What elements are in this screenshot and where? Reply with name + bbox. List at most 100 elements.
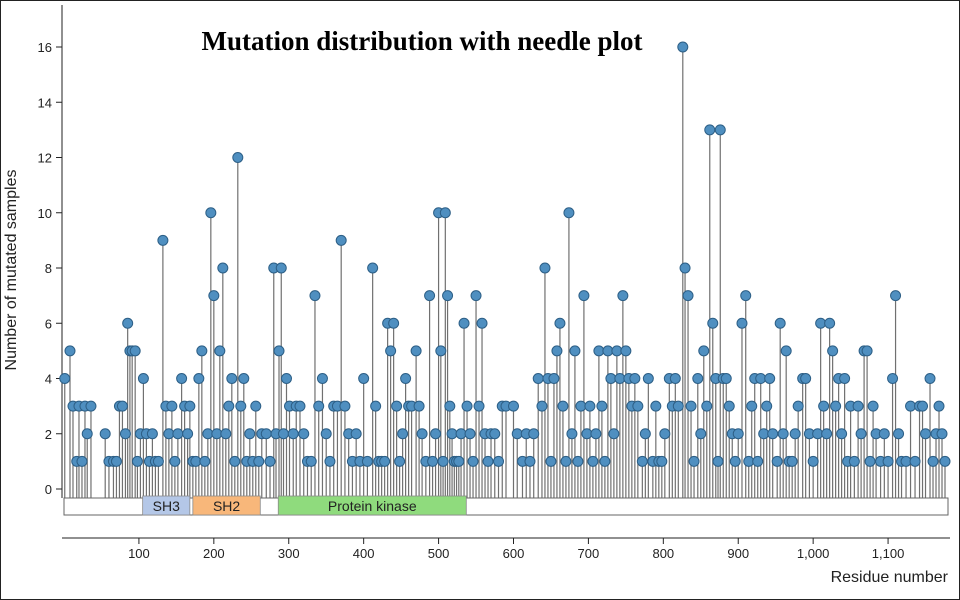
needle-head[interactable]: Residue 240: 4 xyxy=(238,373,250,384)
needle-head[interactable]: Residue 1080: 3 xyxy=(867,400,879,412)
needle-head[interactable]: Residue 1146: 3 xyxy=(917,400,929,412)
needle-head[interactable]: Residue 790: 3 xyxy=(650,400,662,412)
needle-head[interactable]: Residue 1076: 1 xyxy=(864,455,876,467)
needle-head[interactable]: Residue 228: 1 xyxy=(229,455,241,467)
needle-head[interactable]: Residue 670: 1 xyxy=(560,455,572,467)
needle-head[interactable]: Residue 946: 2 xyxy=(767,428,779,440)
needle-head[interactable]: Residue 1110: 7 xyxy=(890,290,902,302)
domain-box[interactable] xyxy=(277,495,467,516)
needle-head[interactable]: Residue 1000: 1 xyxy=(807,455,819,467)
needle-head[interactable]: Residue 168: 3 xyxy=(184,400,196,412)
needle-head[interactable]: Residue 320: 2 xyxy=(298,428,310,440)
needle-head[interactable]: Residue 841: 1 xyxy=(688,455,700,467)
needle-head[interactable]: Residue 1014: 3 xyxy=(818,400,830,412)
needle-head[interactable]: Residue 666: 3 xyxy=(557,400,569,412)
needle-head[interactable]: Residue 926: 1 xyxy=(752,455,764,467)
needle-head[interactable]: Residue 1022: 6 xyxy=(824,317,836,329)
needle-head[interactable]: Residue 220: 3 xyxy=(223,400,235,412)
needle-head[interactable]: Residue 829: 8 xyxy=(679,262,691,274)
needle-head[interactable]: Residue 1172: 2 xyxy=(936,428,948,440)
needle-head[interactable]: Residue 512: 7 xyxy=(442,290,454,302)
needle-head[interactable]: Residue 478: 2 xyxy=(416,428,428,440)
needle-head[interactable]: Residue 1150: 2 xyxy=(920,428,932,440)
needle-head[interactable]: Residue 1030: 3 xyxy=(830,400,842,412)
needle-head[interactable]: Residue 350: 2 xyxy=(320,428,332,440)
needle-head[interactable]: Residue 710: 2 xyxy=(590,428,602,440)
needle-head[interactable]: Residue 440: 6 xyxy=(388,317,400,329)
needle-head[interactable]: Residue 82: 2 xyxy=(119,428,131,440)
needle-head[interactable]: Residue 538: 3 xyxy=(461,400,473,412)
needle-head[interactable]: Residue 722: 1 xyxy=(599,455,611,467)
needle-head[interactable]: Residue 798: 1 xyxy=(656,455,668,467)
needle-head[interactable]: Residue 682: 5 xyxy=(569,345,581,357)
needle-head[interactable]: Residue 580: 1 xyxy=(493,455,505,467)
needle-head[interactable]: Residue 1055: 1 xyxy=(848,455,860,467)
needle-head[interactable]: Residue 118: 2 xyxy=(146,428,158,440)
needle-head[interactable]: Residue 31: 2 xyxy=(81,428,93,440)
needle-head[interactable]: Residue 1038: 2 xyxy=(836,428,848,440)
needle-head[interactable]: Residue 527: 1 xyxy=(453,455,465,467)
needle-head[interactable]: Residue 990: 4 xyxy=(800,373,812,384)
needle-head[interactable]: Residue 1064: 2 xyxy=(855,428,867,440)
needle-head[interactable]: Residue 400: 4 xyxy=(358,373,370,384)
needle-head[interactable]: Residue 884: 4 xyxy=(720,373,732,384)
needle-head[interactable]: Residue 542: 2 xyxy=(464,428,476,440)
needle-head[interactable]: Residue 622: 1 xyxy=(524,455,536,467)
needle-head[interactable]: Residue 972: 1 xyxy=(786,455,798,467)
needle-head[interactable]: Residue 1168: 3 xyxy=(933,400,945,412)
needle-head[interactable]: Residue 275: 1 xyxy=(264,455,276,467)
needle-head[interactable]: Residue 236: 3 xyxy=(235,400,247,412)
needle-head[interactable]: Residue 1: 4 xyxy=(59,373,71,384)
needle-head[interactable]: Residue 776: 2 xyxy=(639,428,651,440)
needle-head[interactable]: Residue 952: 1 xyxy=(771,455,783,467)
needle-head[interactable]: Residue 1176: 1 xyxy=(939,455,951,467)
needle-head[interactable]: Residue 436: 5 xyxy=(385,345,397,357)
needle-head[interactable]: Residue 960: 2 xyxy=(777,428,789,440)
needle-head[interactable]: Residue 287: 5 xyxy=(273,345,285,357)
needle-head[interactable]: Residue 734: 2 xyxy=(608,428,620,440)
needle-head[interactable]: Residue 686: 1 xyxy=(572,455,584,467)
needle-head[interactable]: Residue 702: 3 xyxy=(584,400,596,412)
needle-head[interactable]: Residue 600: 3 xyxy=(507,400,519,412)
needle-head[interactable]: Residue 694: 7 xyxy=(578,290,590,302)
needle-head[interactable]: Residue 355: 1 xyxy=(324,455,336,467)
needle-head[interactable]: Residue 248: 2 xyxy=(244,428,256,440)
needle-head[interactable]: Residue 188: 1 xyxy=(199,455,211,467)
needle-head[interactable]: Residue 506: 1 xyxy=(437,455,449,467)
domain-box[interactable] xyxy=(142,495,191,516)
needle-head[interactable]: Residue 627: 2 xyxy=(528,428,540,440)
needle-head[interactable]: Residue 345: 4 xyxy=(316,373,328,384)
needle-head[interactable]: Residue 78: 3 xyxy=(116,400,128,412)
needle-head[interactable]: Residue 718: 3 xyxy=(596,400,608,412)
needle-head[interactable]: Residue 1160: 1 xyxy=(927,455,939,467)
needle-head[interactable]: Residue 456: 4 xyxy=(400,373,412,384)
needle-head[interactable]: Residue 106: 4 xyxy=(137,373,149,384)
needle-head[interactable]: Residue 558: 6 xyxy=(476,317,488,329)
needle-head[interactable]: Residue 180: 4 xyxy=(193,373,205,384)
needle-head[interactable]: Residue 1042: 4 xyxy=(839,373,851,384)
needle-head[interactable]: Residue 232: 12 xyxy=(232,152,244,163)
needle-head[interactable]: Residue 126: 1 xyxy=(152,455,164,467)
needle-head[interactable]: Residue 405: 1 xyxy=(361,455,373,467)
needle-head[interactable]: Residue 780: 4 xyxy=(642,373,654,384)
needle-head[interactable]: Residue 750: 5 xyxy=(620,345,632,357)
needle-head[interactable]: Residue 1100: 1 xyxy=(882,455,894,467)
needle-head[interactable]: Residue 772: 1 xyxy=(636,455,648,467)
needle-head[interactable]: Residue 270: 2 xyxy=(260,428,272,440)
needle-head[interactable]: Residue 837: 3 xyxy=(685,400,697,412)
needle-head[interactable]: Residue 1114: 2 xyxy=(893,428,905,440)
needle-head[interactable]: Residue 816: 4 xyxy=(669,373,681,384)
needle-head[interactable]: Residue 678: 2 xyxy=(566,428,578,440)
needle-head[interactable]: Residue 826: 16 xyxy=(677,41,689,53)
needle-head[interactable]: Residue 503: 5 xyxy=(435,345,447,357)
needle-head[interactable]: Residue 144: 3 xyxy=(166,400,178,412)
needle-head[interactable]: Residue 212: 8 xyxy=(217,262,229,274)
needle-head[interactable]: Residue 873: 1 xyxy=(712,455,724,467)
needle-head[interactable]: Residue 412: 8 xyxy=(367,262,379,274)
needle-head[interactable]: Residue 335: 7 xyxy=(309,290,321,302)
needle-head[interactable]: Residue 862: 13 xyxy=(704,124,716,136)
needle-head[interactable]: Residue 509: 10 xyxy=(439,207,451,219)
domain-box[interactable] xyxy=(192,495,261,516)
needle-head[interactable]: Residue 888: 3 xyxy=(723,400,735,412)
needle-head[interactable]: Residue 896: 1 xyxy=(729,455,741,467)
